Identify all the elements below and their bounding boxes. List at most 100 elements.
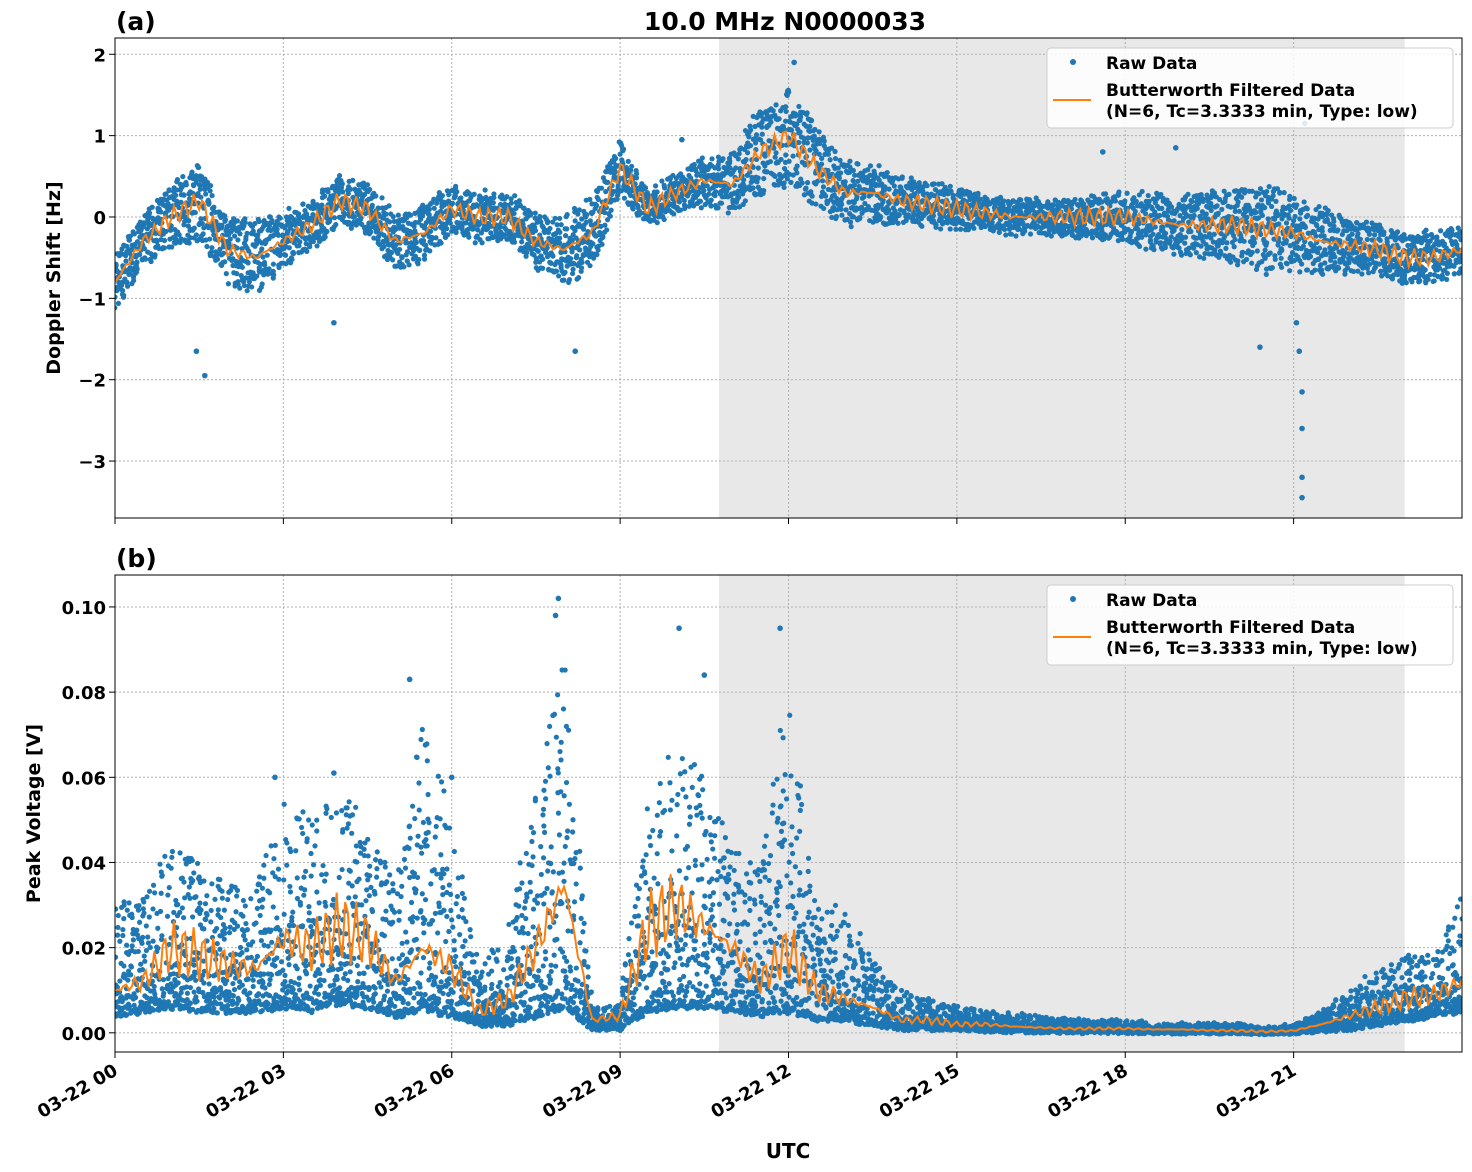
raw-data-point bbox=[1332, 259, 1338, 266]
raw-data-point bbox=[395, 250, 401, 257]
raw-data-point bbox=[463, 220, 469, 226]
raw-data-point bbox=[304, 248, 310, 255]
raw-data-point bbox=[211, 232, 217, 238]
raw-data-point bbox=[1444, 276, 1450, 283]
raw-data-point bbox=[289, 256, 295, 262]
chart-title: 10.0 MHz N0000033 bbox=[644, 7, 926, 36]
raw-data-point bbox=[1401, 274, 1407, 281]
raw-data-point bbox=[1291, 195, 1297, 202]
raw-data-point bbox=[1312, 267, 1318, 273]
raw-data-point bbox=[277, 251, 284, 258]
raw-data-point bbox=[204, 243, 210, 250]
raw-data-point bbox=[246, 248, 252, 254]
raw-data-point bbox=[1304, 267, 1310, 273]
raw-data-point bbox=[390, 257, 396, 263]
raw-data-point bbox=[121, 916, 127, 922]
raw-data-point bbox=[234, 218, 240, 224]
raw-data-point bbox=[564, 226, 570, 232]
y-tick-label: 0 bbox=[93, 208, 106, 229]
raw-data-point bbox=[286, 245, 292, 251]
raw-data-point bbox=[576, 247, 583, 253]
raw-data-point bbox=[391, 218, 397, 224]
raw-data-point bbox=[117, 938, 123, 944]
raw-data-point bbox=[781, 184, 787, 190]
raw-data-point bbox=[485, 225, 491, 232]
raw-data-point bbox=[1167, 238, 1173, 244]
raw-data-point bbox=[396, 246, 403, 253]
raw-data-point bbox=[556, 273, 562, 279]
raw-data-point bbox=[273, 226, 279, 232]
raw-data-point bbox=[642, 185, 649, 191]
raw-data-point bbox=[322, 193, 328, 199]
raw-data-point bbox=[393, 242, 399, 248]
raw-data-point bbox=[947, 226, 953, 232]
raw-data-point bbox=[1296, 348, 1303, 355]
raw-data-point bbox=[1331, 218, 1337, 225]
raw-data-point bbox=[718, 200, 725, 206]
raw-data-point bbox=[1269, 203, 1275, 210]
raw-data-point bbox=[809, 193, 815, 199]
raw-data-point bbox=[1182, 234, 1189, 240]
raw-data-point bbox=[121, 963, 127, 969]
raw-data-point bbox=[488, 230, 494, 236]
raw-data-point bbox=[720, 156, 726, 162]
raw-data-point bbox=[797, 129, 803, 135]
raw-data-point bbox=[562, 233, 569, 239]
raw-data-point bbox=[260, 254, 266, 260]
raw-data-point bbox=[733, 165, 739, 171]
raw-data-point bbox=[1001, 198, 1007, 204]
raw-data-point bbox=[1264, 188, 1270, 195]
raw-data-point bbox=[415, 261, 421, 267]
raw-data-point bbox=[482, 187, 488, 193]
raw-data-point bbox=[174, 176, 181, 183]
raw-data-point bbox=[207, 188, 213, 194]
raw-data-point bbox=[838, 206, 844, 212]
raw-data-point bbox=[380, 238, 386, 244]
raw-data-point bbox=[269, 217, 275, 224]
raw-data-point bbox=[244, 288, 250, 294]
raw-data-point bbox=[237, 285, 243, 291]
raw-data-point bbox=[1349, 231, 1355, 237]
raw-data-point bbox=[1191, 212, 1197, 219]
plot-area bbox=[115, 59, 1462, 501]
raw-data-point bbox=[249, 284, 255, 290]
raw-data-point bbox=[1262, 247, 1268, 253]
raw-data-point bbox=[971, 225, 977, 231]
raw-data-point bbox=[545, 218, 551, 225]
raw-data-point bbox=[507, 228, 513, 235]
raw-data-point bbox=[1304, 206, 1310, 212]
raw-data-point bbox=[386, 219, 393, 225]
raw-data-point bbox=[126, 900, 132, 906]
raw-data-point bbox=[423, 242, 429, 248]
raw-data-point bbox=[1384, 239, 1390, 245]
legend-raw-label: Raw Data bbox=[1106, 54, 1197, 74]
raw-data-point bbox=[336, 173, 343, 179]
raw-data-point bbox=[1013, 233, 1019, 239]
raw-data-point bbox=[234, 271, 240, 277]
raw-data-point bbox=[1160, 224, 1166, 230]
raw-data-point bbox=[474, 233, 480, 239]
raw-data-point bbox=[1307, 253, 1313, 259]
raw-data-point bbox=[121, 292, 127, 298]
raw-data-point bbox=[1434, 234, 1440, 240]
raw-data-point bbox=[222, 218, 228, 224]
raw-data-point bbox=[576, 275, 582, 281]
raw-data-point bbox=[1159, 205, 1165, 211]
raw-data-point bbox=[772, 154, 778, 160]
raw-data-point bbox=[590, 241, 596, 247]
raw-data-point bbox=[1201, 255, 1207, 261]
raw-data-point bbox=[1377, 237, 1383, 243]
raw-data-point bbox=[1336, 265, 1342, 271]
raw-data-point bbox=[202, 372, 208, 379]
raw-data-point bbox=[137, 251, 143, 258]
panel-a-label: (a) bbox=[116, 7, 156, 36]
raw-data-point bbox=[345, 191, 351, 197]
raw-data-point bbox=[256, 218, 262, 225]
raw-data-point bbox=[776, 116, 782, 122]
raw-data-point bbox=[1150, 231, 1156, 237]
raw-data-point bbox=[508, 200, 514, 206]
raw-data-point bbox=[200, 231, 206, 237]
raw-data-point bbox=[1188, 228, 1194, 235]
raw-data-point bbox=[340, 189, 346, 195]
raw-data-point bbox=[1171, 251, 1177, 257]
